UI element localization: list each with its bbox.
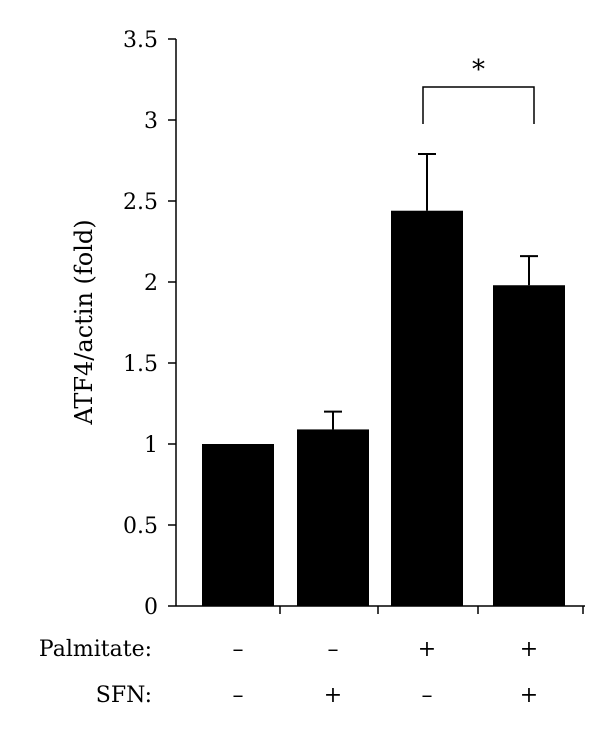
treatment-sign: –: [422, 683, 433, 708]
y-axis: 0 0.5 1 1.5 2 2.5 3 3.5: [123, 28, 177, 620]
y-tick-label: 1: [144, 433, 158, 458]
treatment-sign: +: [520, 683, 538, 708]
treatment-sign: –: [328, 637, 339, 662]
treatment-sign: +: [324, 683, 342, 708]
treatment-sign: +: [520, 637, 538, 662]
y-tick-label: 3.5: [123, 28, 158, 53]
bars: [202, 210, 565, 606]
bar: [493, 285, 565, 606]
significance-star: *: [472, 55, 485, 85]
y-axis-label: ATF4/actin (fold): [70, 219, 98, 425]
bracket-line: [422, 86, 535, 124]
bar: [297, 429, 369, 606]
treatment-sign: +: [418, 637, 436, 662]
x-axis: [176, 605, 585, 614]
y-tick-label: 2.5: [123, 190, 158, 215]
error-bars: [324, 153, 538, 430]
treatment-sign: –: [233, 683, 244, 708]
treatment-sign: –: [233, 637, 244, 662]
treatment-rows: Palmitate: – – + + SFN: – + – +: [39, 637, 538, 708]
y-tick-label: 0.5: [123, 514, 158, 539]
y-tick-label: 3: [144, 109, 158, 134]
bar: [202, 444, 274, 606]
y-tick-label: 1.5: [123, 352, 158, 377]
treatment-row-label: SFN:: [96, 683, 152, 708]
bar: [391, 210, 463, 606]
y-tick-label: 0: [144, 595, 158, 620]
treatment-row-label: Palmitate:: [39, 637, 152, 662]
significance-bracket: *: [422, 55, 535, 124]
y-tick-label: 2: [144, 271, 158, 296]
